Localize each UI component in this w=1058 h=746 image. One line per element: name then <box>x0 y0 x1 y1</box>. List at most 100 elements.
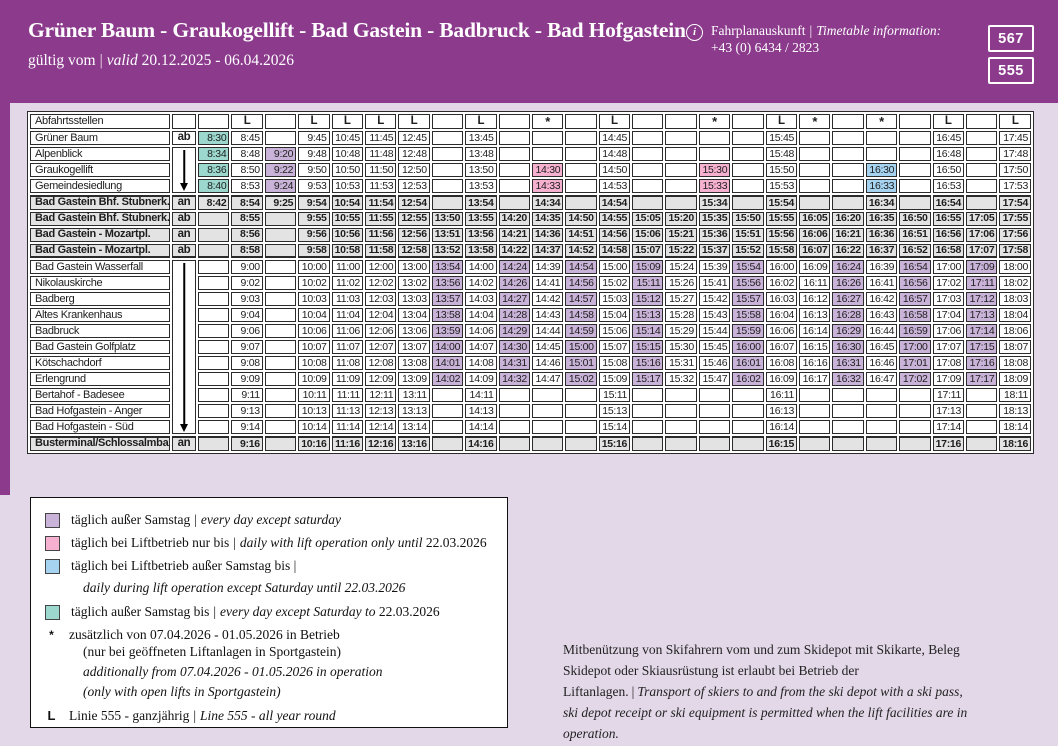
time-cell: 12:09 <box>364 372 397 386</box>
time-cell: 16:07 <box>765 340 798 354</box>
time-cell: 8:56 <box>231 227 263 242</box>
info-icon: i <box>686 24 703 41</box>
time-cell: 10:08 <box>298 356 330 370</box>
stop-name-cell: Bad Hofgastein - Süd <box>30 420 170 434</box>
time-cell: 14:03 <box>465 292 497 306</box>
line-marker: L <box>465 114 497 129</box>
time-cell <box>565 179 597 193</box>
timetable: Abfahrtsstellen L L L L L L * L * L * * L L Grüner Baum… <box>27 111 1034 454</box>
time-cell <box>632 163 664 177</box>
stop-name-cell: Bertahof - Badesee <box>30 388 170 402</box>
time-cell: 16:02 <box>732 372 764 386</box>
time-cell: 16:13 <box>765 404 798 418</box>
time-cell: 11:45 <box>364 131 397 145</box>
time-cell: 9:02 <box>231 276 263 290</box>
time-cell: 10:09 <box>298 372 330 386</box>
time-cell <box>264 131 297 145</box>
time-cell <box>732 195 764 210</box>
time-cell <box>865 388 898 402</box>
time-cell: 14:35 <box>531 211 564 226</box>
table-row: Bad Gastein Wasserfall 9:00 10:00 11:00 12:0… <box>30 260 1031 434</box>
time-cell: 16:29 <box>832 324 864 338</box>
table-header-row: Abfahrtsstellen L L L L L L * L * L * * L L <box>30 114 1031 129</box>
route-number-567: 567 <box>988 25 1034 52</box>
teal-swatch-icon <box>45 605 60 620</box>
time-cell: 10:06 <box>298 324 330 338</box>
time-cell: 9:56 <box>298 227 330 242</box>
time-cell: 11:55 <box>364 211 397 226</box>
time-cell: 10:50 <box>331 163 363 177</box>
time-cell <box>264 324 297 338</box>
stop-name-cell: Badbruck <box>30 324 170 338</box>
time-cell: 14:56 <box>598 227 631 242</box>
pink-swatch-icon <box>45 536 60 551</box>
time-cell: 8:55 <box>231 211 263 226</box>
time-cell: 14:21 <box>498 227 530 242</box>
table-row: Busterminal/Schlossalmbahn an 9:16 10:16 11:… <box>30 436 1031 451</box>
time-cell: 17:05 <box>965 211 998 226</box>
time-cell: 14:45 <box>598 131 631 145</box>
time-cell: 14:06 <box>465 324 497 338</box>
time-cell: 16:54 <box>932 195 964 210</box>
time-cell: 16:34 <box>865 195 898 210</box>
time-cell: 15:26 <box>665 276 697 290</box>
time-cell: 8:58 <box>231 243 263 258</box>
stop-name-cell: Bad Gastein - Mozartpl. <box>30 243 170 258</box>
time-cell: 12:48 <box>398 147 430 161</box>
time-cell: 16:17 <box>799 372 831 386</box>
time-cell <box>198 356 230 370</box>
time-cell <box>431 420 464 434</box>
time-cell: 13:58 <box>431 308 464 322</box>
time-cell: 17:56 <box>999 227 1031 242</box>
table-row: Bad Gastein Bhf. Stubnerk. an 8:42 8:54 9:25… <box>30 195 1031 210</box>
time-cell: 13:58 <box>465 243 497 258</box>
time-cell: 11:13 <box>331 404 363 418</box>
time-cell: 14:26 <box>498 276 530 290</box>
line-marker: L <box>999 114 1031 129</box>
time-cell: 14:04 <box>465 308 497 322</box>
line-marker <box>832 114 864 129</box>
legend-item-star: * zusätzlich von 07.04.2026 - 01.05.2026… <box>45 626 497 644</box>
time-cell: 18:11 <box>999 388 1031 402</box>
time-cell <box>198 211 230 226</box>
time-cell: 15:06 <box>632 227 664 242</box>
time-cell: 9:48 <box>298 147 330 161</box>
time-cell <box>198 276 230 290</box>
time-cell <box>665 147 697 161</box>
time-cell: 9:16 <box>231 436 263 451</box>
time-cell <box>198 227 230 242</box>
time-cell <box>799 420 831 434</box>
time-cell: 14:24 <box>498 260 530 274</box>
time-cell: 16:09 <box>799 260 831 274</box>
time-cell: 15:12 <box>632 292 664 306</box>
time-cell <box>431 388 464 402</box>
time-cell: 11:56 <box>364 227 397 242</box>
time-cell: 15:02 <box>598 276 631 290</box>
time-cell <box>965 195 998 210</box>
time-cell: 16:46 <box>865 356 898 370</box>
time-cell: 14:00 <box>465 260 497 274</box>
time-cell <box>264 227 297 242</box>
legend-box: täglich außer Samstag | every day except s… <box>30 497 508 728</box>
time-cell: 16:50 <box>932 163 964 177</box>
time-cell <box>198 292 230 306</box>
stop-name-cell: Graukogellift <box>30 163 170 177</box>
time-cell: 14:46 <box>531 356 564 370</box>
stop-name-cell: Bad Gastein - Mozartpl. <box>30 227 170 242</box>
time-cell: 12:14 <box>364 420 397 434</box>
time-cell: 13:09 <box>398 372 430 386</box>
line-marker: L <box>231 114 263 129</box>
time-cell: 15:00 <box>598 260 631 274</box>
time-cell: 15:56 <box>732 276 764 290</box>
time-cell: 16:35 <box>865 211 898 226</box>
time-cell: 16:30 <box>865 163 898 177</box>
time-cell: 8:34 <box>198 147 230 161</box>
time-cell: 14:41 <box>531 276 564 290</box>
blue-swatch-icon <box>45 559 60 574</box>
time-cell <box>264 276 297 290</box>
time-cell: 14:51 <box>565 227 597 242</box>
line-marker <box>565 114 597 129</box>
time-cell: 16:54 <box>899 260 931 274</box>
time-cell: 15:13 <box>632 308 664 322</box>
time-cell <box>665 404 697 418</box>
